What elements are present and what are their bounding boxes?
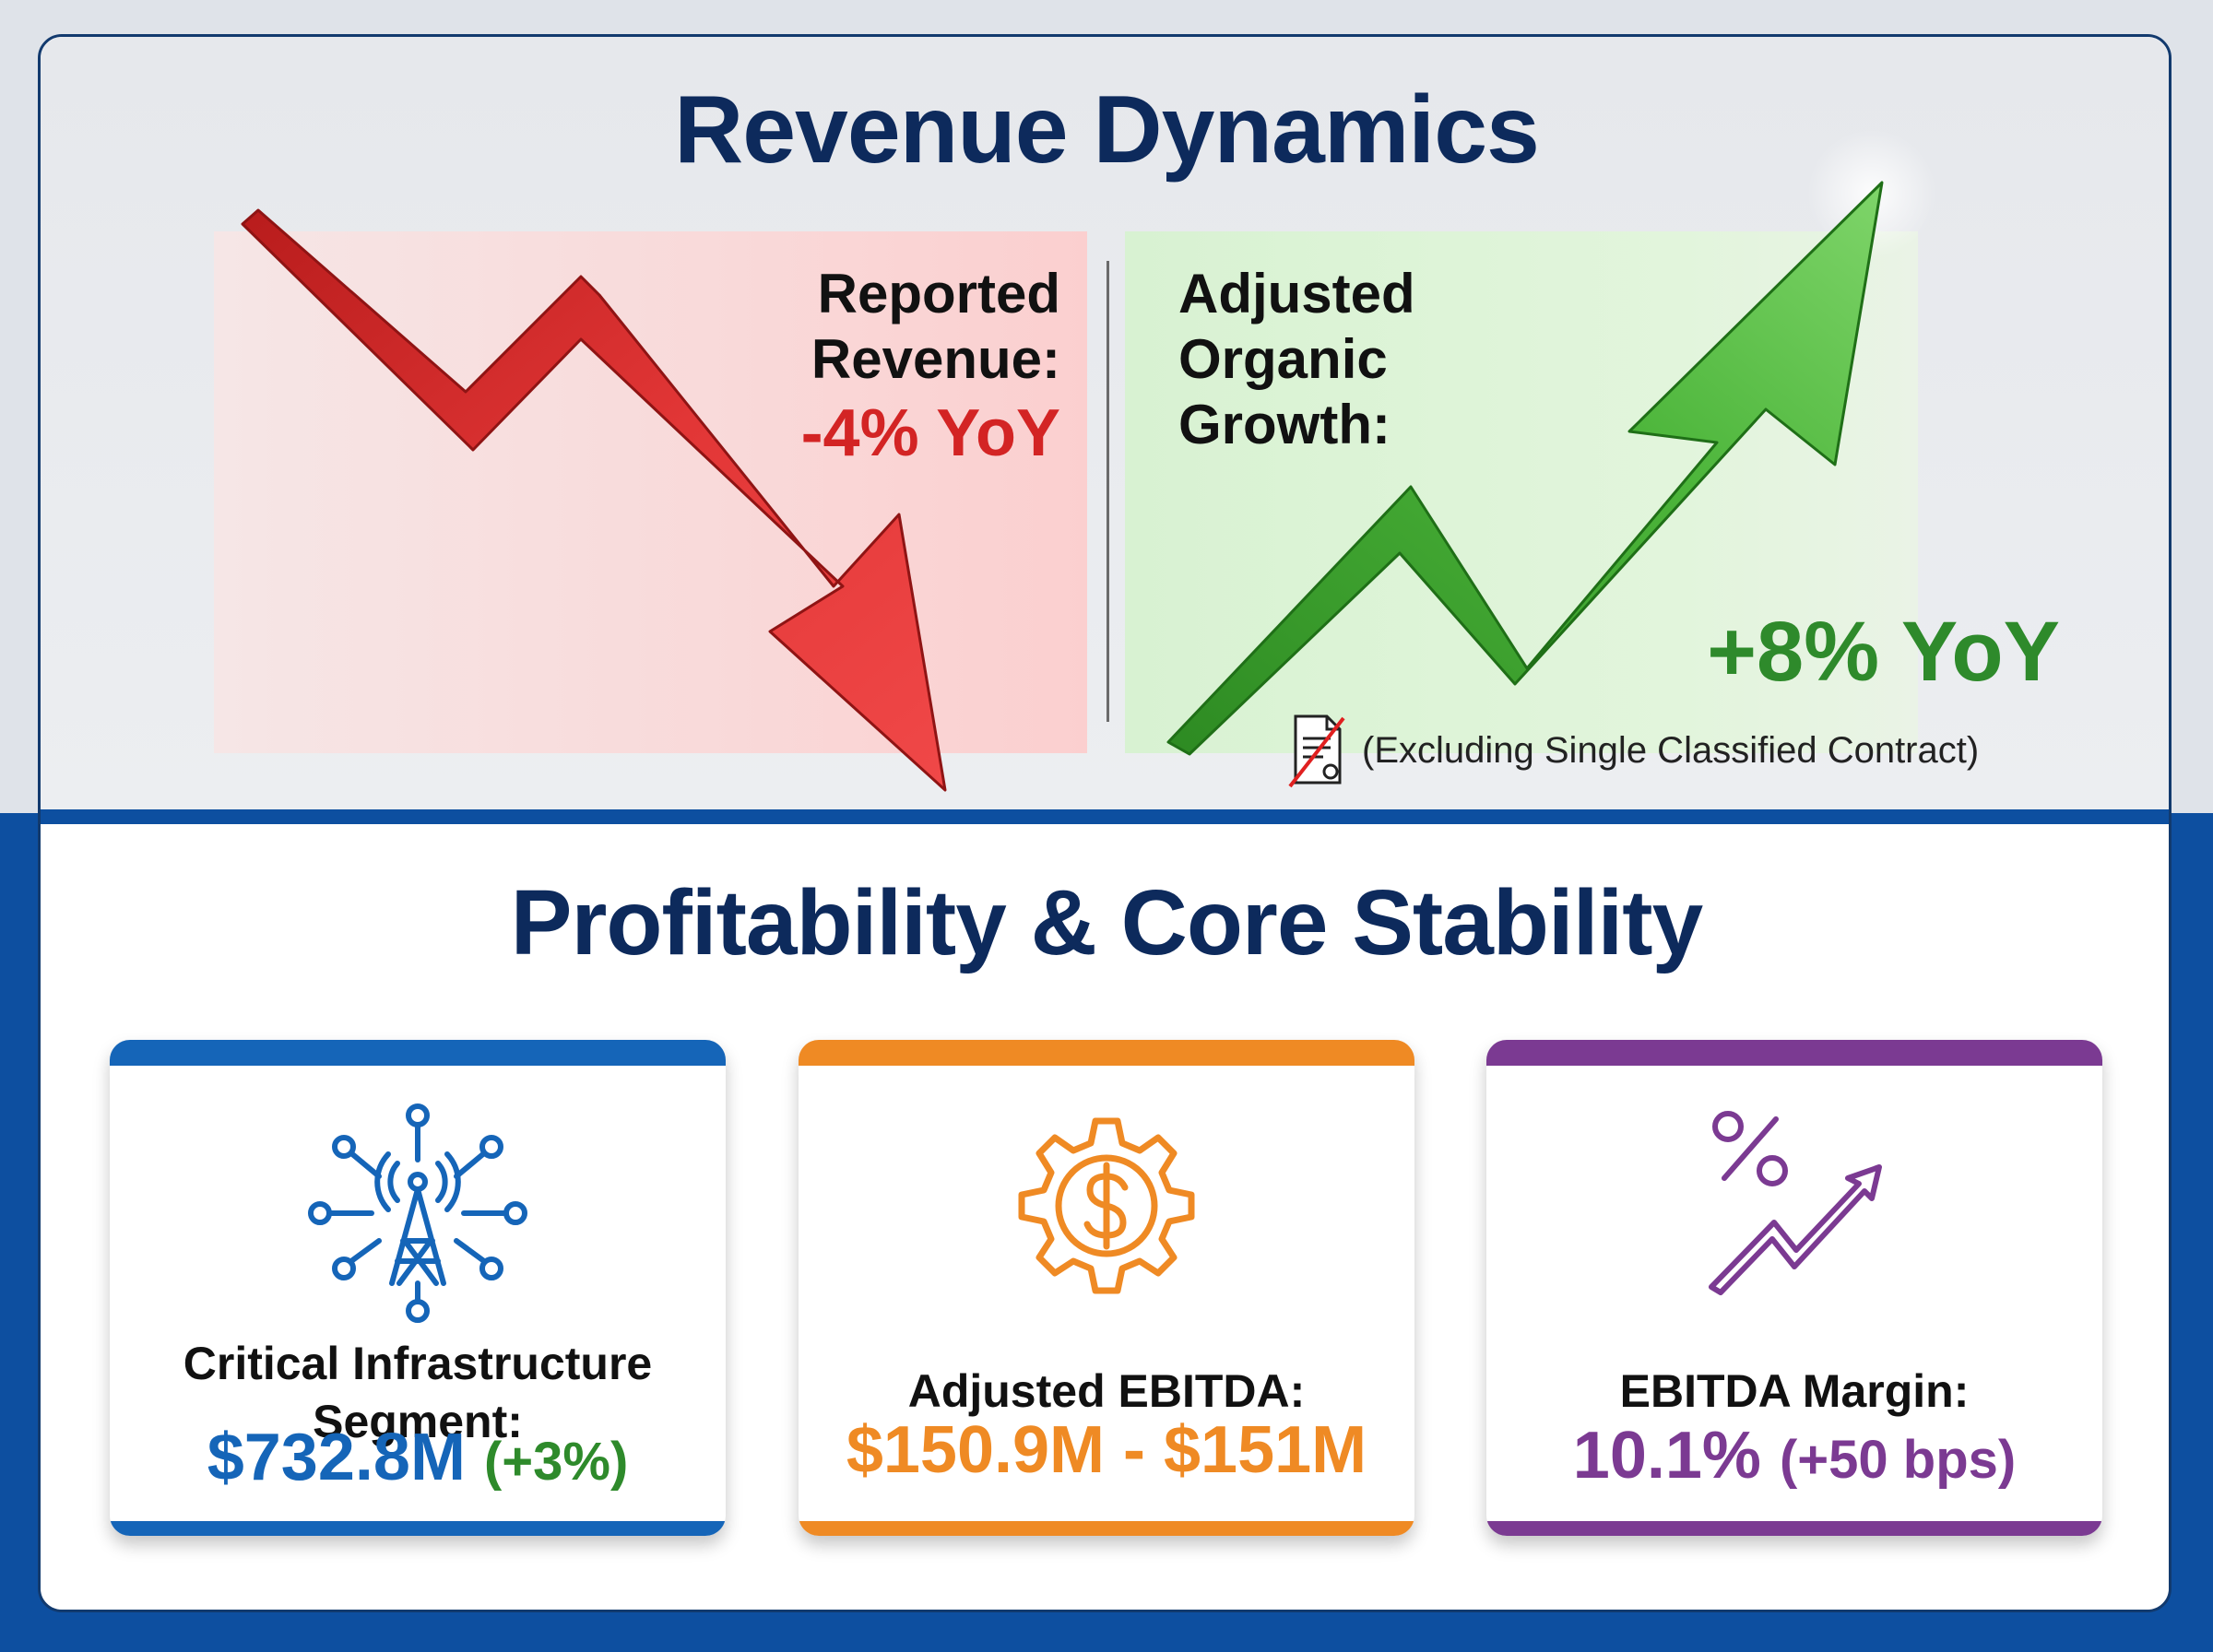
- infrastructure-label-line2: Segment:: [313, 1396, 523, 1447]
- reported-revenue-value: -4% YoY: [800, 396, 1060, 470]
- percent-growth-icon: [1709, 1111, 1882, 1295]
- card-accent-top: [799, 1040, 1414, 1066]
- reported-revenue-label: Reported Revenue:: [756, 261, 1060, 392]
- card-accent-top: [110, 1040, 726, 1066]
- section-divider: [41, 809, 2169, 824]
- gear-dollar-icon: [1018, 1117, 1195, 1294]
- ebitda-value: $150.9M - $151M: [846, 1413, 1367, 1487]
- card-accent-bottom: [1486, 1521, 2102, 1536]
- exclusion-note: (Excluding Single Classified Contract): [1286, 713, 1979, 788]
- reported-label-line1: Reported: [817, 263, 1060, 324]
- organic-label-line2: Organic: [1178, 328, 1388, 390]
- card-accent-bottom: [799, 1521, 1414, 1536]
- profitability-title: Profitability & Core Stability: [510, 871, 1703, 974]
- icon-wrap: [1486, 1103, 2102, 1324]
- infrastructure-amount: $732.8M: [207, 1421, 466, 1494]
- margin-label: EBITDA Margin:: [1619, 1365, 1970, 1417]
- infrastructure-change: (+3%): [483, 1432, 629, 1492]
- margin-change: (+50 bps): [1779, 1430, 2017, 1490]
- crossed-document-icon: [1288, 714, 1345, 788]
- infrastructure-value: $732.8M (+3%): [110, 1420, 726, 1495]
- panel-divider: [1106, 261, 1109, 722]
- organic-label-line1: Adjusted: [1178, 263, 1415, 324]
- infrastructure-card: Critical Infrastructure Segment: $732.8M…: [110, 1040, 726, 1536]
- infrastructure-label-line1: Critical Infrastructure: [183, 1338, 653, 1389]
- organic-growth-label: Adjusted Organic Growth:: [1178, 261, 1566, 457]
- revenue-title: Revenue Dynamics: [674, 77, 1540, 183]
- network-tower-icon: [308, 1103, 527, 1323]
- organic-growth-value: +8% YoY: [1707, 605, 2060, 699]
- reported-label-line2: Revenue:: [811, 328, 1060, 390]
- margin-value: 10.1% (+50 bps): [1486, 1418, 2102, 1493]
- margin-amount: 10.1%: [1572, 1419, 1761, 1493]
- organic-label-line3: Growth:: [1178, 394, 1391, 455]
- icon-wrap: [110, 1103, 726, 1324]
- card-accent-top: [1486, 1040, 2102, 1066]
- card-accent-bottom: [110, 1521, 726, 1536]
- infrastructure-label: Critical Infrastructure Segment:: [110, 1335, 726, 1451]
- ebitda-card: Adjusted EBITDA: $150.9M - $151M: [799, 1040, 1414, 1536]
- margin-card: EBITDA Margin: 10.1% (+50 bps): [1486, 1040, 2102, 1536]
- ebitda-label: Adjusted EBITDA:: [907, 1365, 1306, 1417]
- icon-wrap: [799, 1103, 1414, 1324]
- exclusion-note-text: (Excluding Single Classified Contract): [1362, 729, 1980, 771]
